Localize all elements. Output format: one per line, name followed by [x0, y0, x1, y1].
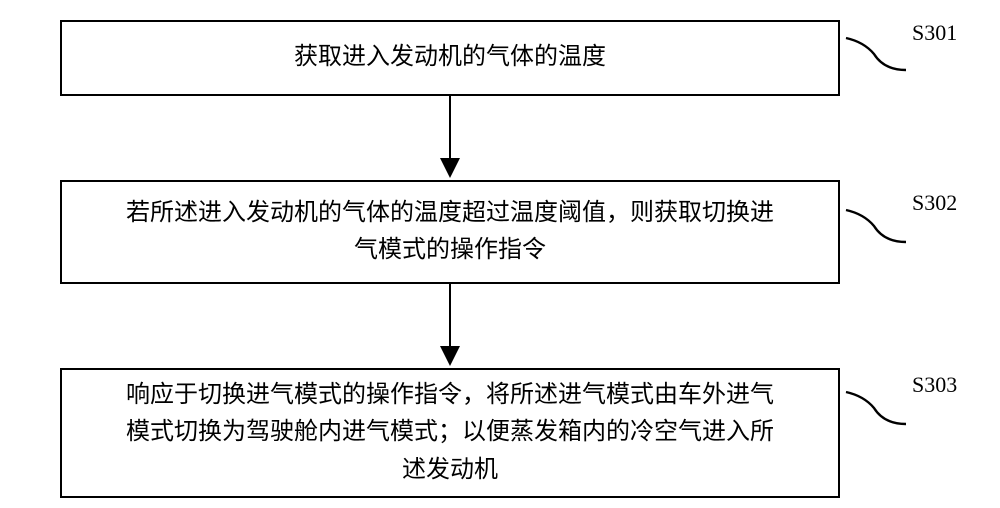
flow-node-s302: 若所述进入发动机的气体的温度超过温度阈值，则获取切换进气模式的操作指令	[60, 180, 840, 284]
step-label-s303: S303	[912, 372, 957, 398]
step-label-text: S302	[912, 190, 957, 215]
flow-node-text: 获取进入发动机的气体的温度	[294, 39, 606, 76]
bracket-icon	[844, 390, 908, 428]
step-label-text: S303	[912, 372, 957, 397]
flow-node-s301: 获取进入发动机的气体的温度	[60, 20, 840, 96]
step-label-s301: S301	[912, 20, 957, 46]
bracket-icon	[844, 208, 908, 246]
flowchart-container: 获取进入发动机的气体的温度 S301 若所述进入发动机的气体的温度超过温度阈值，…	[0, 0, 1000, 508]
flow-node-s303: 响应于切换进气模式的操作指令，将所述进气模式由车外进气模式切换为驾驶舱内进气模式…	[60, 368, 840, 498]
step-label-s302: S302	[912, 190, 957, 216]
bracket-icon	[844, 36, 908, 74]
step-label-text: S301	[912, 20, 957, 45]
flow-node-text: 响应于切换进气模式的操作指令，将所述进气模式由车外进气模式切换为驾驶舱内进气模式…	[126, 377, 774, 489]
flow-node-text: 若所述进入发动机的气体的温度超过温度阈值，则获取切换进气模式的操作指令	[126, 195, 774, 269]
